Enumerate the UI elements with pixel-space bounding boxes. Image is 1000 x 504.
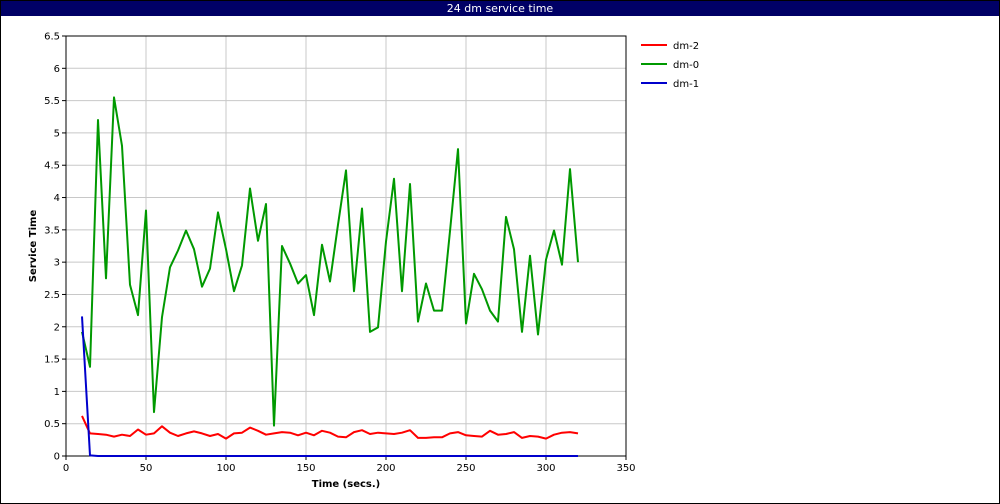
y-tick-label: 0.5	[44, 419, 60, 430]
y-tick-label: 1	[54, 387, 60, 398]
legend-label-dm-0: dm-0	[673, 60, 699, 71]
x-tick-label: 0	[63, 463, 69, 474]
legend: dm-2 dm-0 dm-1	[641, 41, 699, 90]
series-line-dm-2	[81, 415, 579, 440]
series-line-dm-1	[81, 316, 578, 457]
y-tick-label: 3.5	[44, 225, 60, 236]
legend-label-dm-2: dm-2	[673, 41, 699, 52]
y-tick-label: 0	[54, 452, 60, 463]
y-tick-label: 2.5	[44, 290, 60, 301]
x-tick-label: 150	[296, 463, 315, 474]
x-axis-label: Time (secs.)	[312, 479, 381, 490]
series-line-dm-0	[81, 96, 579, 427]
x-tick-label: 100	[216, 463, 235, 474]
series-group	[81, 96, 579, 457]
y-tick-label: 1.5	[44, 355, 60, 366]
y-tick-label: 2	[54, 322, 60, 333]
y-tick-label: 6.5	[44, 32, 60, 43]
x-tick-label: 350	[616, 463, 635, 474]
x-tick-label: 250	[456, 463, 475, 474]
grid	[65, 35, 627, 457]
x-tick-label: 50	[140, 463, 153, 474]
x-tick-label: 300	[536, 463, 555, 474]
plot-area	[65, 35, 627, 457]
chart-title: 24 dm service time	[1, 1, 999, 16]
legend-label-dm-1: dm-1	[673, 79, 699, 90]
axes: 0 0.5 1 1.5 2 2.5 3 3.5 4 4.5 5 5.5 6 6.5 0 50 100 150 200…	[44, 32, 635, 475]
y-tick-label: 3	[54, 258, 60, 269]
y-tick-label: 6	[54, 64, 60, 75]
y-tick-label: 5.5	[44, 96, 60, 107]
x-tick-label: 200	[376, 463, 395, 474]
y-tick-label: 5	[54, 128, 60, 139]
y-axis-label: Service Time	[28, 210, 39, 283]
y-tick-label: 4	[54, 193, 60, 204]
y-tick-label: 4.5	[44, 161, 60, 172]
